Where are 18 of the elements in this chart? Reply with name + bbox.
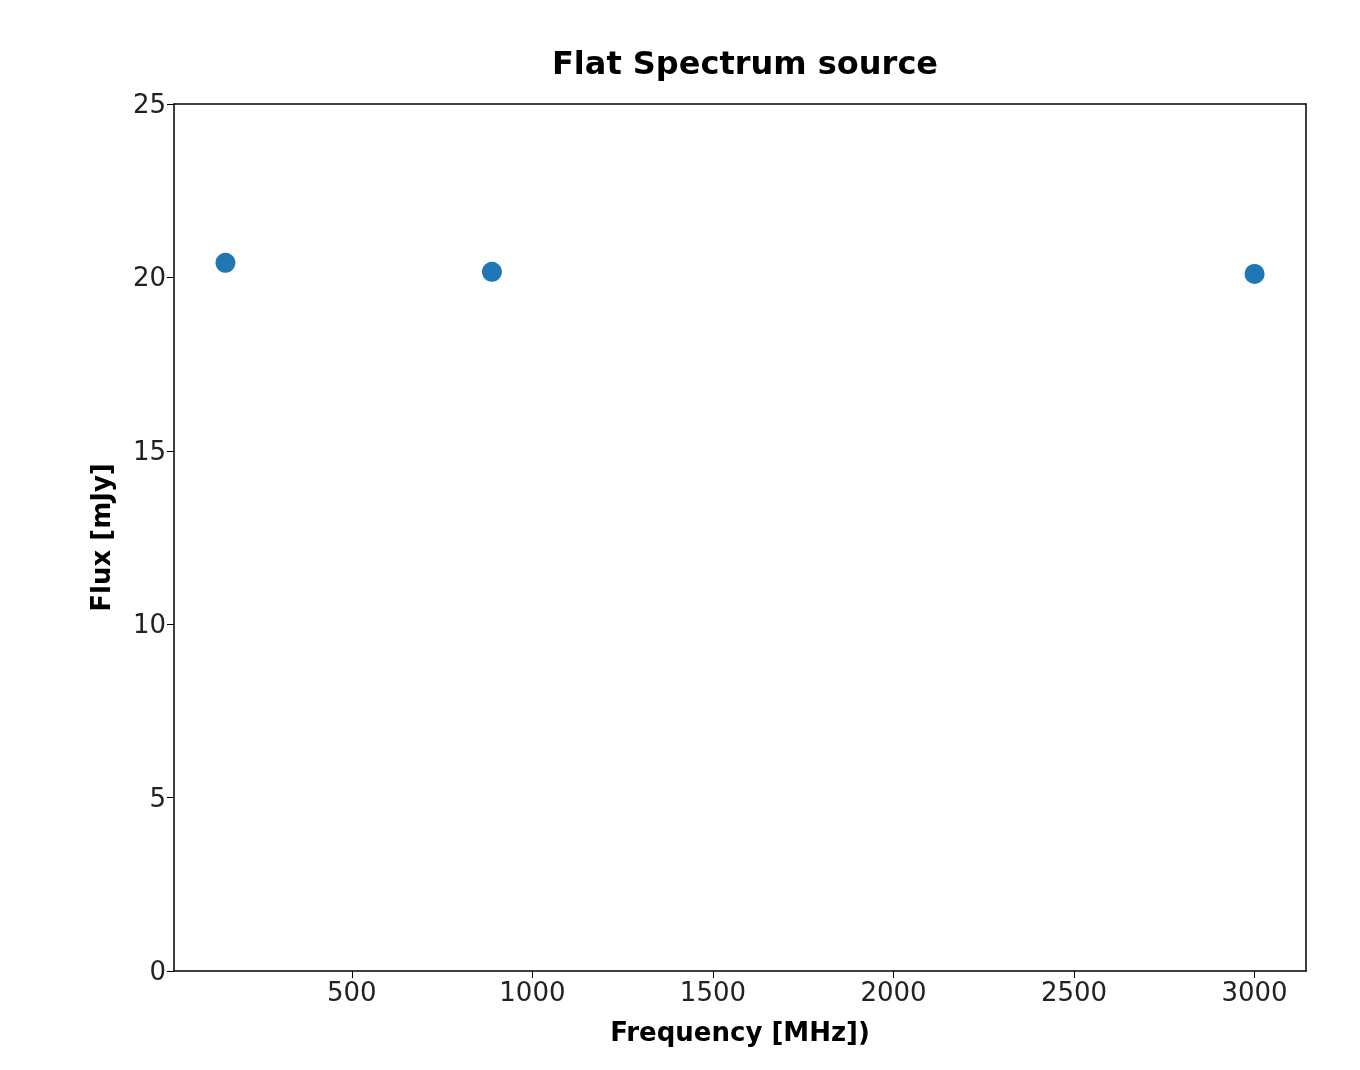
point — [481, 261, 502, 282]
y-tick-label: 15 — [132, 435, 166, 466]
y-tick-label: 20 — [132, 262, 166, 293]
y-tick-label: 25 — [132, 89, 166, 119]
x-tick-label: 2000 — [860, 977, 927, 1007]
y-axis-title: Flux [mJy] — [86, 463, 116, 612]
point — [215, 252, 236, 273]
point — [1244, 263, 1265, 284]
y-tick-label: 10 — [132, 609, 166, 640]
y-tick-label: 0 — [149, 956, 166, 986]
x-tick-label: 3000 — [1221, 977, 1288, 1007]
x-tick-label: 500 — [327, 977, 377, 1007]
x-tick-label: 1500 — [679, 977, 746, 1007]
x-axis-title: Frequency [MHz]) — [610, 1017, 870, 1047]
chart-title: Flat Spectrum source — [551, 44, 939, 82]
x-tick-label: 2500 — [1040, 977, 1108, 1007]
x-tick-label: 1000 — [499, 977, 566, 1007]
y-tick-label: 5 — [149, 782, 166, 813]
